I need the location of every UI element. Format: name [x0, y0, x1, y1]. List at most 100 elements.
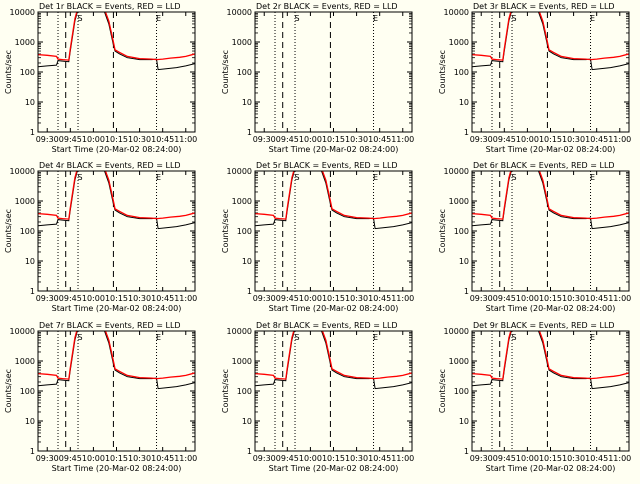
x-tick-label: 09:45: [276, 294, 299, 303]
y-tick-label: 1000: [232, 197, 252, 206]
x-axis-label: Start Time (20-Mar-02 08:24:00): [52, 304, 182, 313]
annotation-label: S: [294, 333, 299, 342]
x-tick-label: 09:30: [470, 135, 493, 144]
panel-4: 1 10 100 1000 10000 09:30 09:45 10:00 10:15 10:30…: [4, 161, 197, 313]
x-tick-label: 09:45: [493, 135, 516, 144]
events-series-line: [38, 12, 195, 71]
x-tick-label: 10:00: [82, 454, 105, 463]
y-tick-label: 1000: [449, 38, 469, 47]
events-series-line: [255, 171, 412, 230]
annotation-label: E: [373, 173, 378, 182]
annotation-label: S: [511, 173, 516, 182]
y-tick-label: 10000: [227, 8, 252, 17]
lld-series-line: [38, 331, 195, 380]
annotation-label: E: [156, 14, 161, 23]
y-tick-label: 10: [459, 98, 469, 107]
x-tick-label: 09:30: [470, 294, 493, 303]
x-tick-label: 09:30: [253, 294, 276, 303]
x-axis-label: Start Time (20-Mar-02 08:24:00): [486, 464, 616, 473]
panel-title: Det 3r BLACK = Events, RED = LLD: [473, 2, 615, 11]
x-tick-label: 09:45: [276, 454, 299, 463]
panel-frame: [254, 330, 413, 452]
panel-5: 1 10 100 1000 10000 09:30 09:45 10:00 10:15 10:30…: [221, 161, 414, 313]
y-tick-label: 10: [25, 257, 35, 266]
x-tick-label: 10:00: [516, 454, 539, 463]
y-tick-label: 1000: [15, 357, 35, 366]
events-series-line: [38, 331, 195, 390]
panel-title: Det 8r BLACK = Events, RED = LLD: [256, 321, 398, 330]
panel-title: Det 2r BLACK = Events, RED = LLD: [256, 2, 398, 11]
y-tick-label: 1000: [449, 357, 469, 366]
y-tick-label: 1000: [232, 357, 252, 366]
y-axis-label: Counts/sec: [4, 209, 13, 253]
y-tick-label: 100: [237, 227, 252, 236]
x-tick-label: 10:30: [128, 135, 151, 144]
x-tick-label: 09:30: [253, 135, 276, 144]
lld-series-line: [38, 171, 195, 220]
y-tick-label: 100: [454, 387, 469, 396]
events-series-line: [255, 331, 412, 390]
x-tick-label: 10:45: [585, 294, 608, 303]
annotation-label: E: [590, 333, 595, 342]
panel-title: Det 4r BLACK = Events, RED = LLD: [39, 161, 181, 170]
x-tick-label: 09:30: [36, 454, 59, 463]
x-axis-label: Start Time (20-Mar-02 08:24:00): [486, 304, 616, 313]
x-tick-label: 10:15: [105, 135, 128, 144]
y-axis-label: Counts/sec: [4, 50, 13, 94]
annotation-label: S: [77, 333, 82, 342]
y-tick-label: 10: [459, 257, 469, 266]
x-tick-label: 10:30: [562, 454, 585, 463]
annotation-label: E: [156, 173, 161, 182]
x-tick-label: 11:00: [608, 294, 631, 303]
y-axis-label: Counts/sec: [438, 50, 447, 94]
x-tick-label: 10:00: [299, 294, 322, 303]
x-tick-label: 10:30: [345, 135, 368, 144]
lld-series-line: [472, 171, 629, 220]
x-tick-label: 10:45: [151, 454, 174, 463]
y-tick-label: 1: [464, 287, 469, 296]
y-tick-label: 1: [30, 287, 35, 296]
y-axis-label: Counts/sec: [438, 369, 447, 413]
x-tick-label: 10:45: [368, 135, 391, 144]
y-axis-label: Counts/sec: [438, 209, 447, 253]
x-tick-label: 10:30: [128, 294, 151, 303]
x-axis-label: Start Time (20-Mar-02 08:24:00): [52, 145, 182, 154]
panel-title: Det 7r BLACK = Events, RED = LLD: [39, 321, 181, 330]
x-tick-label: 11:00: [391, 135, 414, 144]
y-tick-label: 1: [464, 447, 469, 456]
x-tick-label: 10:45: [585, 135, 608, 144]
y-tick-label: 100: [20, 387, 35, 396]
panel-frame: [471, 330, 630, 452]
x-tick-label: 10:45: [368, 454, 391, 463]
lld-series-line: [472, 331, 629, 380]
panel-frame: [471, 11, 630, 133]
y-tick-label: 1000: [449, 197, 469, 206]
y-tick-label: 10: [459, 417, 469, 426]
x-tick-label: 10:30: [562, 135, 585, 144]
panel-frame: [254, 11, 413, 133]
y-tick-label: 1: [247, 287, 252, 296]
y-tick-label: 10000: [10, 8, 35, 17]
x-axis-label: Start Time (20-Mar-02 08:24:00): [52, 464, 182, 473]
panel-frame: [254, 170, 413, 292]
annotation-label: E: [590, 14, 595, 23]
x-tick-label: 10:00: [299, 454, 322, 463]
x-tick-label: 09:45: [276, 135, 299, 144]
x-tick-label: 09:30: [36, 135, 59, 144]
y-axis-label: Counts/sec: [221, 369, 230, 413]
y-tick-label: 10000: [444, 327, 469, 336]
y-tick-label: 10: [242, 417, 252, 426]
annotation-label: E: [373, 14, 378, 23]
lld-series-line: [255, 171, 412, 220]
y-tick-label: 10: [25, 417, 35, 426]
y-axis-label: Counts/sec: [221, 209, 230, 253]
panel-title: Det 9r BLACK = Events, RED = LLD: [473, 321, 615, 330]
x-tick-label: 10:00: [516, 294, 539, 303]
annotation-label: S: [294, 14, 299, 23]
y-tick-label: 100: [454, 227, 469, 236]
x-tick-label: 10:45: [151, 135, 174, 144]
y-tick-label: 1: [30, 447, 35, 456]
x-tick-label: 10:15: [105, 454, 128, 463]
y-tick-label: 10000: [10, 167, 35, 176]
